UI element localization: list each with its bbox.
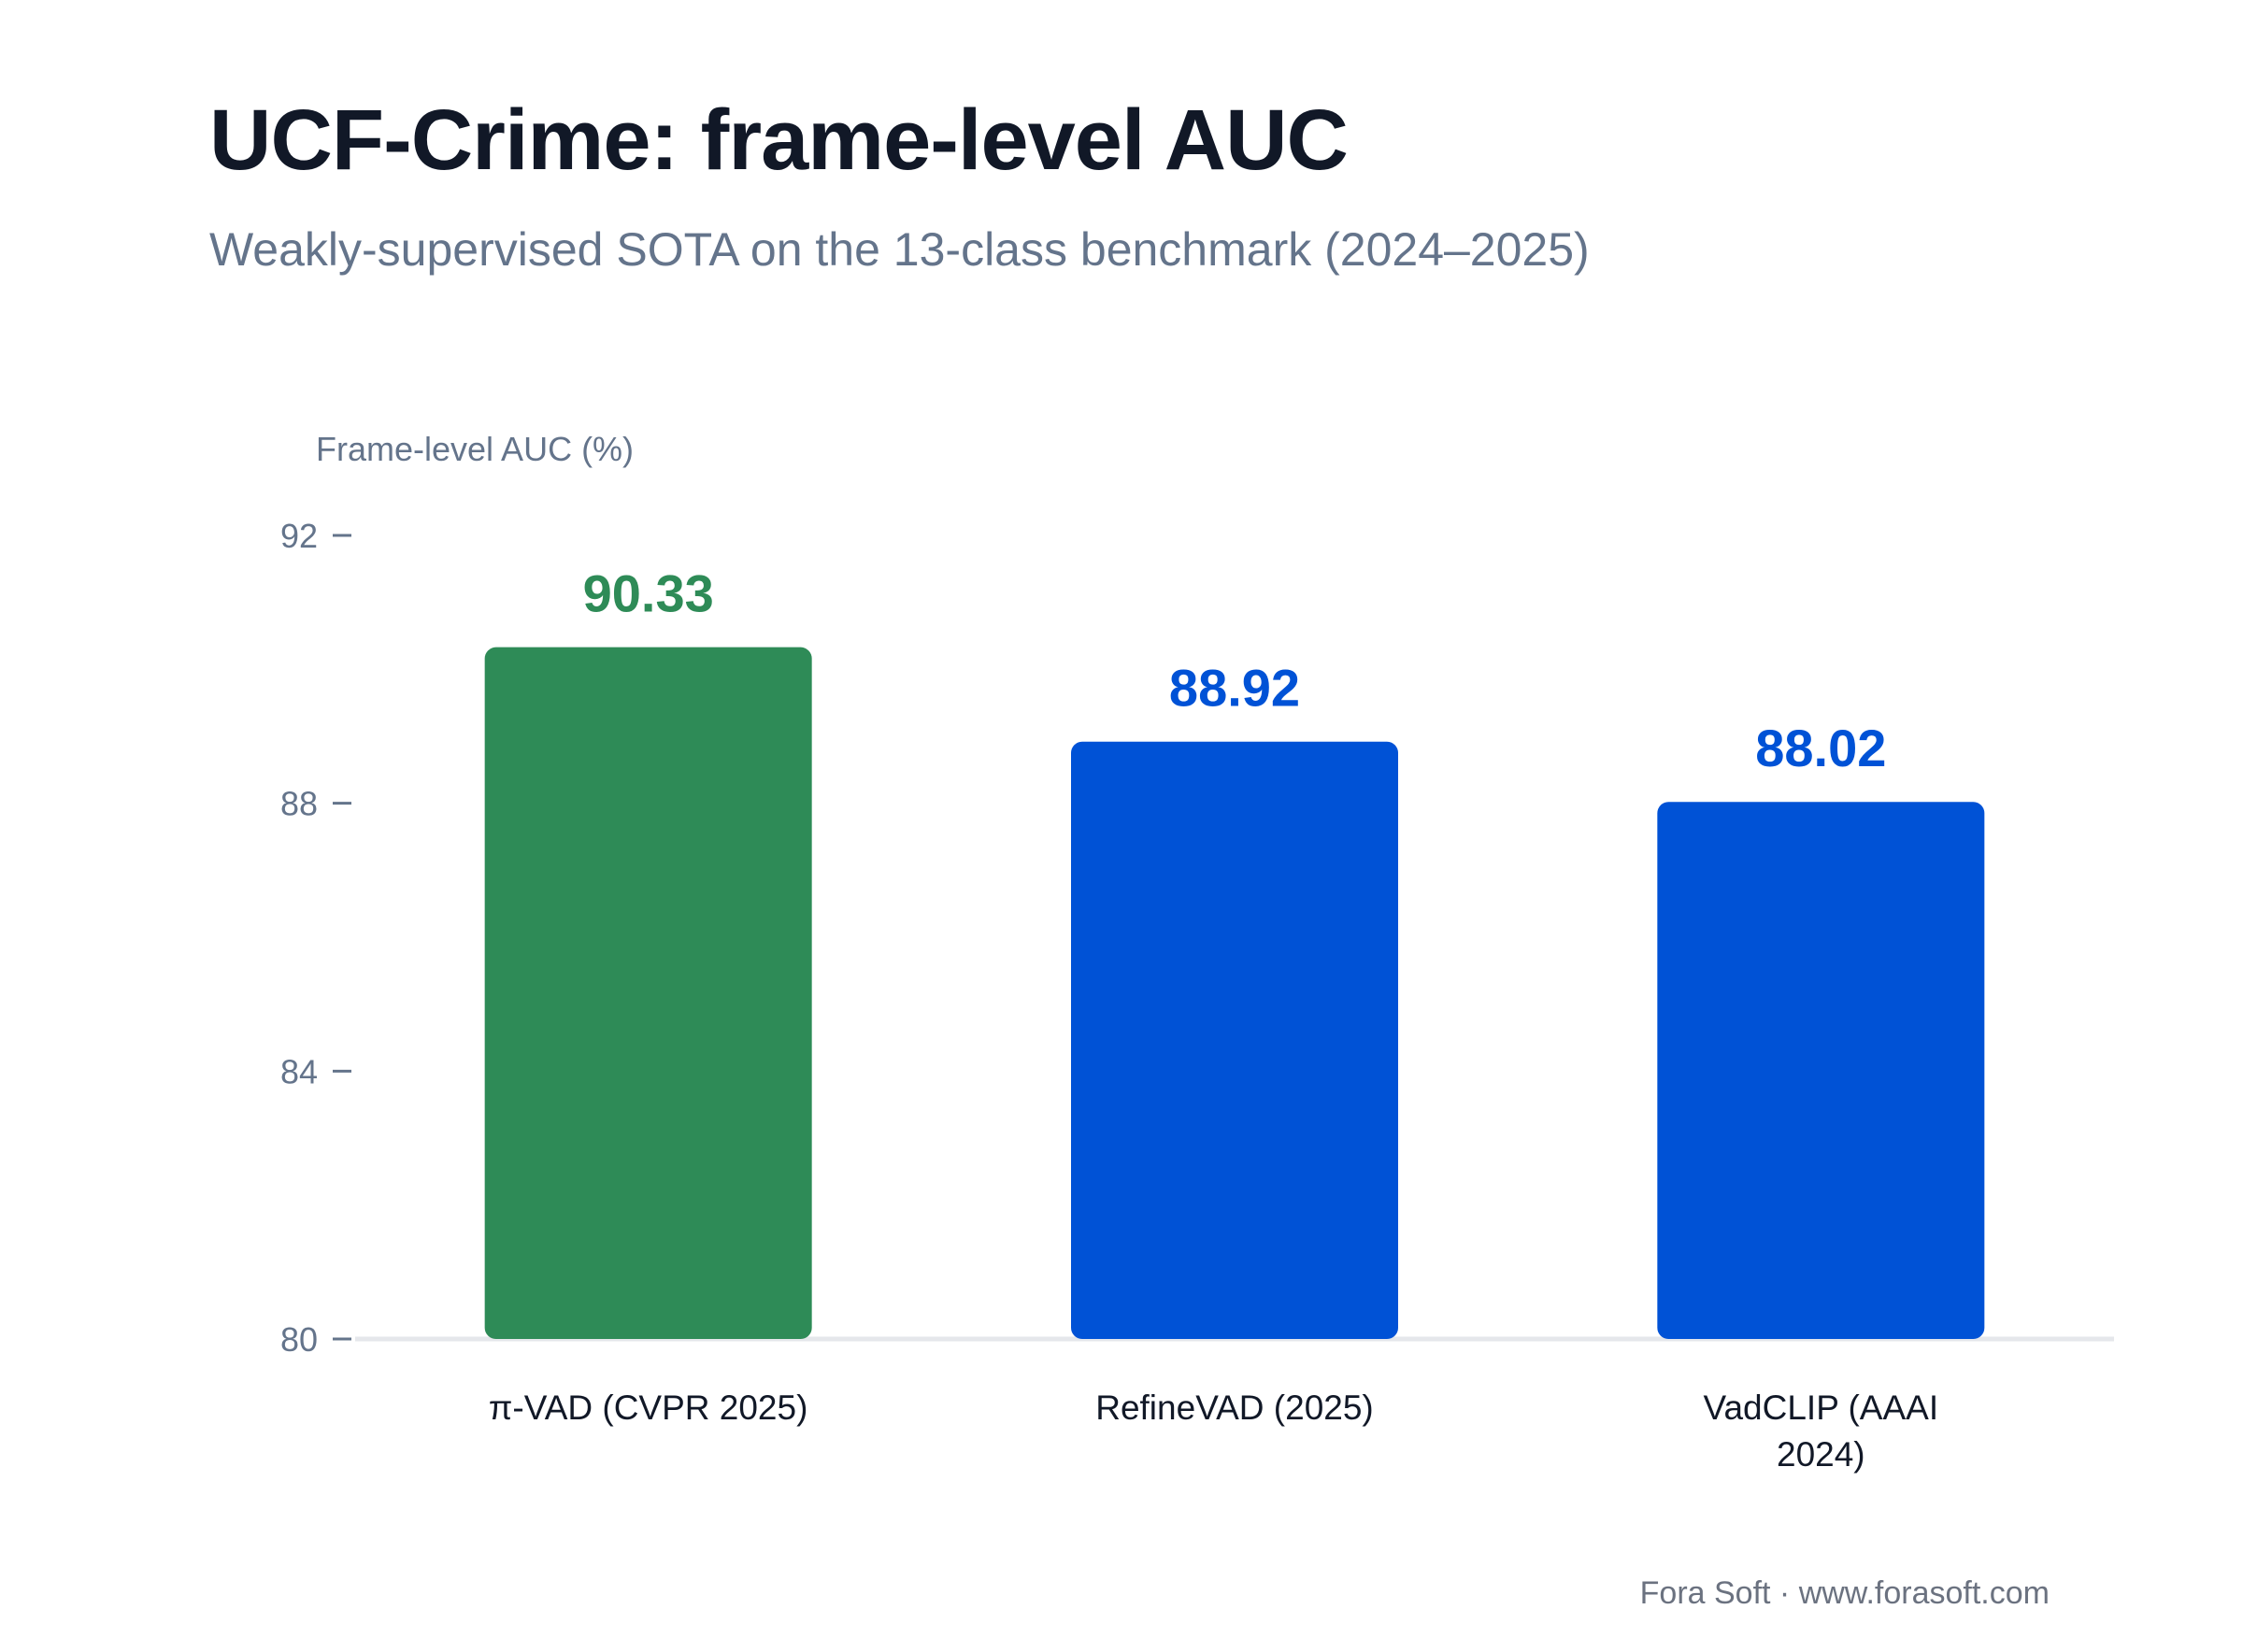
x-axis-labels: π-VAD (CVPR 2025) RefineVAD (2025) VadCLIP…	[489, 1389, 1938, 1474]
bar-2	[1657, 802, 1985, 1339]
chart-subtitle: Weakly-supervised SOTA on the 13-class b…	[209, 223, 1590, 276]
x-tick-label: 2024)	[1777, 1435, 1865, 1474]
x-tick-label: RefineVAD (2025)	[1095, 1389, 1374, 1427]
y-tick-label: 84	[280, 1052, 318, 1090]
x-tick-label: π-VAD (CVPR 2025)	[489, 1389, 808, 1427]
y-axis-title: Frame-level AUC (%)	[316, 430, 634, 468]
y-tick-label: 88	[280, 785, 318, 823]
y-tick-label: 80	[280, 1320, 318, 1359]
chart-title: UCF-Crime: frame-level AUC	[209, 93, 1349, 188]
footer-credit: Fora Soft · www.forasoft.com	[1639, 1575, 2050, 1611]
y-tick-label: 92	[280, 517, 318, 555]
bar-value-label: 90.33	[583, 564, 714, 623]
bar-1	[1071, 741, 1398, 1339]
y-axis: 80 84 88 92	[280, 517, 351, 1359]
bars-group: 90.33 88.92 88.02	[484, 564, 1985, 1339]
bar-value-label: 88.02	[1755, 719, 1886, 777]
x-tick-label: VadCLIP (AAAI	[1704, 1389, 1939, 1427]
bar-0	[484, 647, 812, 1339]
bar-value-label: 88.92	[1169, 659, 1300, 718]
